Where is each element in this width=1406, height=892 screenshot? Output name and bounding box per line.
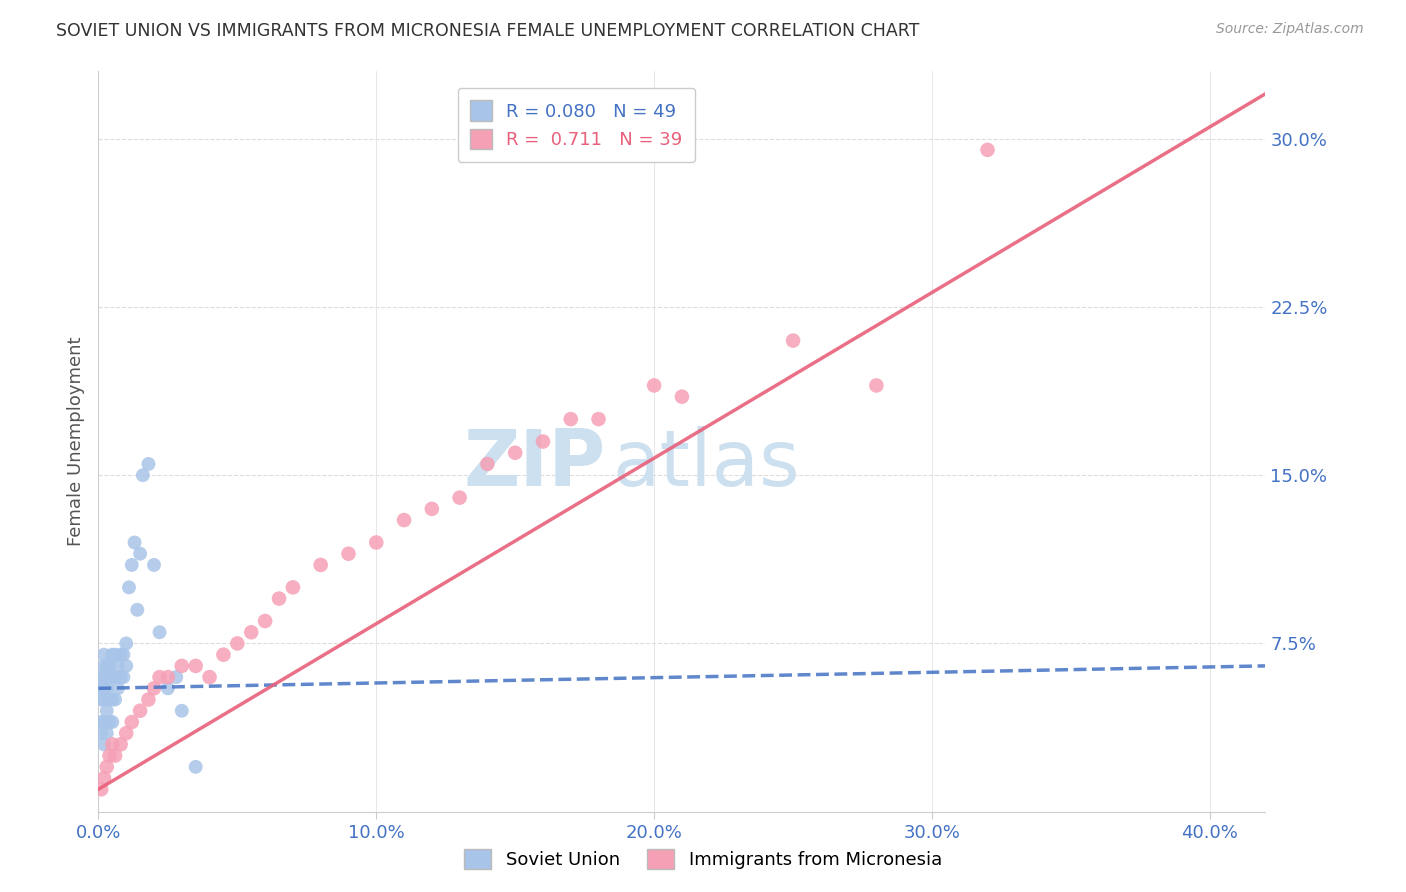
Point: [104, 670, 127, 684]
Point: [392, 513, 415, 527]
Point: [98, 714, 121, 729]
Point: [148, 670, 170, 684]
Point: [148, 625, 170, 640]
Point: [267, 591, 290, 606]
Point: [477, 457, 499, 471]
Point: [112, 648, 135, 662]
Point: [110, 738, 132, 752]
Point: [110, 670, 132, 684]
Point: [115, 636, 138, 650]
Point: [588, 412, 610, 426]
Legend: Soviet Union, Immigrants from Micronesia: Soviet Union, Immigrants from Micronesia: [456, 839, 950, 879]
Point: [671, 390, 693, 404]
Point: [138, 692, 160, 706]
Point: [98, 748, 121, 763]
Point: [170, 704, 193, 718]
Point: [143, 558, 166, 572]
Point: [98, 670, 121, 684]
Point: [93, 714, 115, 729]
Point: [337, 547, 360, 561]
Point: [449, 491, 471, 505]
Point: [96, 726, 118, 740]
Point: [107, 659, 129, 673]
Point: [503, 446, 526, 460]
Point: [115, 726, 138, 740]
Point: [101, 714, 124, 729]
Point: [96, 659, 118, 673]
Point: [366, 535, 388, 549]
Legend: R = 0.080   N = 49, R =  0.711   N = 39: R = 0.080 N = 49, R = 0.711 N = 39: [457, 87, 695, 162]
Text: SOVIET UNION VS IMMIGRANTS FROM MICRONESIA FEMALE UNEMPLOYMENT CORRELATION CHART: SOVIET UNION VS IMMIGRANTS FROM MICRONES…: [56, 22, 920, 40]
Point: [156, 681, 179, 696]
Point: [104, 692, 127, 706]
Point: [782, 334, 804, 348]
Point: [96, 704, 118, 718]
Point: [90, 714, 112, 729]
Point: [101, 670, 124, 684]
Point: [198, 670, 221, 684]
Point: [420, 501, 443, 516]
Point: [254, 614, 277, 628]
Point: [98, 692, 121, 706]
Point: [240, 625, 263, 640]
Point: [101, 692, 124, 706]
Point: [127, 603, 149, 617]
Point: [865, 378, 887, 392]
Point: [531, 434, 554, 449]
Point: [143, 681, 166, 696]
Point: [104, 748, 127, 763]
Point: [281, 580, 304, 594]
Point: [184, 659, 207, 673]
Point: [184, 760, 207, 774]
Point: [110, 648, 132, 662]
Point: [93, 771, 115, 785]
Point: [101, 738, 124, 752]
Point: [118, 580, 141, 594]
Point: [93, 681, 115, 696]
Point: [132, 468, 155, 483]
Point: [96, 760, 118, 774]
Point: [112, 670, 135, 684]
Point: [104, 648, 127, 662]
Point: [124, 535, 146, 549]
Point: [976, 143, 998, 157]
Point: [90, 670, 112, 684]
Text: Source: ZipAtlas.com: Source: ZipAtlas.com: [1216, 22, 1364, 37]
Point: [93, 692, 115, 706]
Point: [643, 378, 665, 392]
Point: [138, 457, 160, 471]
Point: [90, 681, 112, 696]
Point: [560, 412, 582, 426]
Point: [93, 648, 115, 662]
Point: [93, 670, 115, 684]
Point: [129, 704, 152, 718]
Point: [121, 714, 143, 729]
Point: [170, 659, 193, 673]
Point: [93, 738, 115, 752]
Point: [90, 726, 112, 740]
Point: [121, 558, 143, 572]
Point: [129, 547, 152, 561]
Point: [309, 558, 332, 572]
Point: [165, 670, 187, 684]
Point: [107, 681, 129, 696]
Point: [98, 659, 121, 673]
Point: [156, 670, 179, 684]
Point: [226, 636, 249, 650]
Point: [96, 681, 118, 696]
Text: ZIP: ZIP: [464, 425, 606, 502]
Point: [96, 670, 118, 684]
Point: [90, 692, 112, 706]
Point: [90, 782, 112, 797]
Y-axis label: Female Unemployment: Female Unemployment: [66, 337, 84, 546]
Text: atlas: atlas: [612, 425, 800, 502]
Point: [212, 648, 235, 662]
Point: [115, 659, 138, 673]
Point: [101, 648, 124, 662]
Point: [93, 659, 115, 673]
